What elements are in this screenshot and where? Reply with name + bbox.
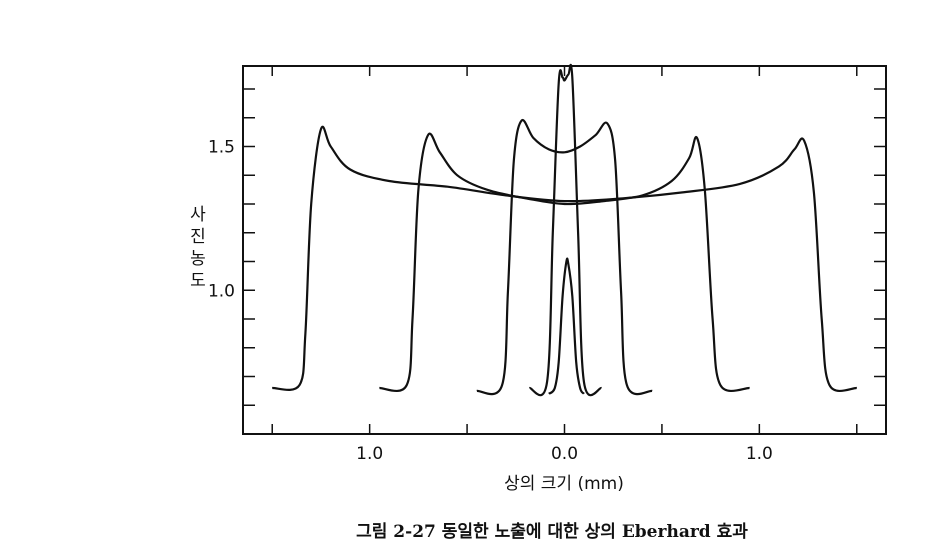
y-ticks: 1.5 1.0 [208,88,886,406]
x-tick-label: 1.0 [356,444,383,464]
density-curve-2 [379,132,750,393]
figure-caption: 그림 2-27 동일한 노출에 대한 상의 Eberhard 효과 [356,522,748,542]
x-tick-label: 1.0 [746,444,773,464]
series-layer [272,63,857,397]
x-ticks: 1.0 0.0 1.0 [271,66,858,464]
y-tick-label: 1.5 [208,138,235,158]
density-curve-1 [272,125,857,393]
density-curve-5 [548,257,585,395]
x-tick-label: 0.0 [551,444,578,464]
y-tick-label: 1.0 [208,281,235,301]
plot-frame [242,65,887,435]
density-curve-4 [528,63,603,397]
density-curve-3 [476,118,653,396]
x-axis-title: 상의 크기 (mm) [504,474,624,494]
